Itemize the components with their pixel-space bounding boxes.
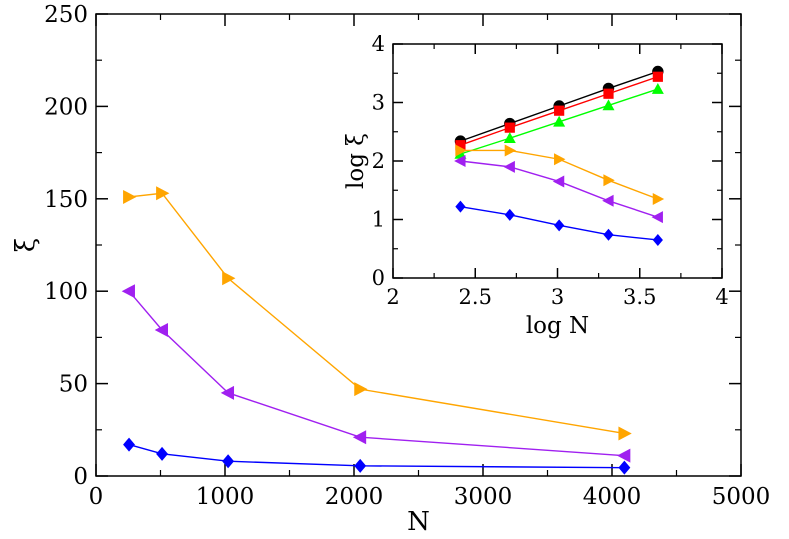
main-xtick-label: 4000 [583, 484, 642, 510]
inset-panel: 2 2.5 3 3.5 4 0 1 2 3 4 log N log ξ [343, 32, 729, 339]
inset-series-red [455, 71, 663, 151]
main-point-purple [352, 430, 367, 445]
main-point-purple [121, 284, 135, 299]
main-xtick-label: 0 [89, 484, 104, 510]
inset-point-red [455, 140, 466, 151]
main-xtick-label: 2000 [325, 484, 384, 510]
inset-xtick-label: 3.5 [623, 285, 656, 309]
main-ytick-label: 100 [44, 279, 88, 305]
inset-ytick-label: 1 [372, 208, 385, 232]
inset-point-purple [454, 155, 466, 167]
inset-series-orange [455, 144, 665, 206]
main-point-orange [156, 186, 170, 201]
inset-ytick-label: 3 [372, 91, 385, 115]
main-point-orange [222, 271, 236, 286]
inset-point-orange [652, 193, 665, 206]
inset-point-orange [504, 144, 517, 157]
main-point-orange [618, 426, 632, 441]
inset-point-blue [603, 228, 614, 241]
inset-xtick-label: 4 [715, 285, 728, 309]
main-series-blue [123, 437, 631, 475]
inset-point-red [652, 71, 663, 82]
main-point-blue [618, 460, 631, 475]
main-ytick-label: 0 [73, 464, 88, 490]
inset-ytick-label: 0 [372, 266, 385, 290]
inset-point-green [651, 83, 664, 94]
main-point-orange [123, 189, 137, 204]
main-ytick-label: 200 [44, 94, 88, 120]
main-ylabel: ξ [11, 238, 41, 252]
inset-xtick-label: 3 [551, 285, 564, 309]
main-xtick-label: 1000 [196, 484, 255, 510]
inset-point-purple [552, 175, 565, 188]
inset-series-green [454, 83, 664, 159]
main-series-purple [121, 284, 631, 463]
main-series-orange [123, 186, 632, 441]
main-point-orange [354, 382, 368, 397]
inset-series-blue [455, 200, 663, 246]
inset-point-purple [602, 194, 614, 207]
inset-point-red [603, 88, 614, 99]
inset-xtick-label: 2.5 [459, 285, 492, 309]
inset-xlabel: log N [526, 313, 589, 339]
inset-point-blue [554, 219, 565, 232]
inset-point-purple [503, 160, 515, 173]
inset-point-blue [652, 233, 663, 246]
inset-point-orange [554, 153, 566, 166]
inset-ytick-label: 4 [372, 32, 385, 56]
inset-point-green [602, 99, 615, 111]
inset-point-blue [504, 208, 515, 221]
inset-point-orange [455, 144, 467, 157]
inset-ytick-label: 2 [372, 149, 385, 173]
main-point-blue [222, 454, 235, 469]
main-point-blue [123, 437, 135, 452]
inset-point-green [553, 115, 566, 127]
inset-point-orange [603, 174, 615, 187]
main-point-purple [154, 323, 168, 338]
inset-xtick-label: 2 [386, 285, 399, 309]
main-xlabel: N [407, 507, 430, 534]
inset-ylabel: log ξ [343, 133, 369, 189]
inset-point-red [554, 105, 565, 116]
main-xtick-label: 3000 [454, 484, 513, 510]
inset-point-red [504, 122, 515, 133]
inset-point-purple [651, 211, 663, 224]
main-point-blue [354, 458, 367, 473]
inset-point-blue [455, 200, 466, 213]
main-point-blue [156, 446, 168, 461]
main-point-purple [220, 385, 235, 400]
main-point-purple [617, 448, 631, 463]
inset-series-purple [454, 155, 663, 224]
main-ytick-label: 150 [44, 187, 88, 213]
main-ytick-label: 250 [44, 2, 88, 28]
main-ytick-label: 50 [59, 372, 88, 398]
inset-point-green [503, 132, 516, 143]
main-xtick-label: 5000 [712, 484, 771, 510]
